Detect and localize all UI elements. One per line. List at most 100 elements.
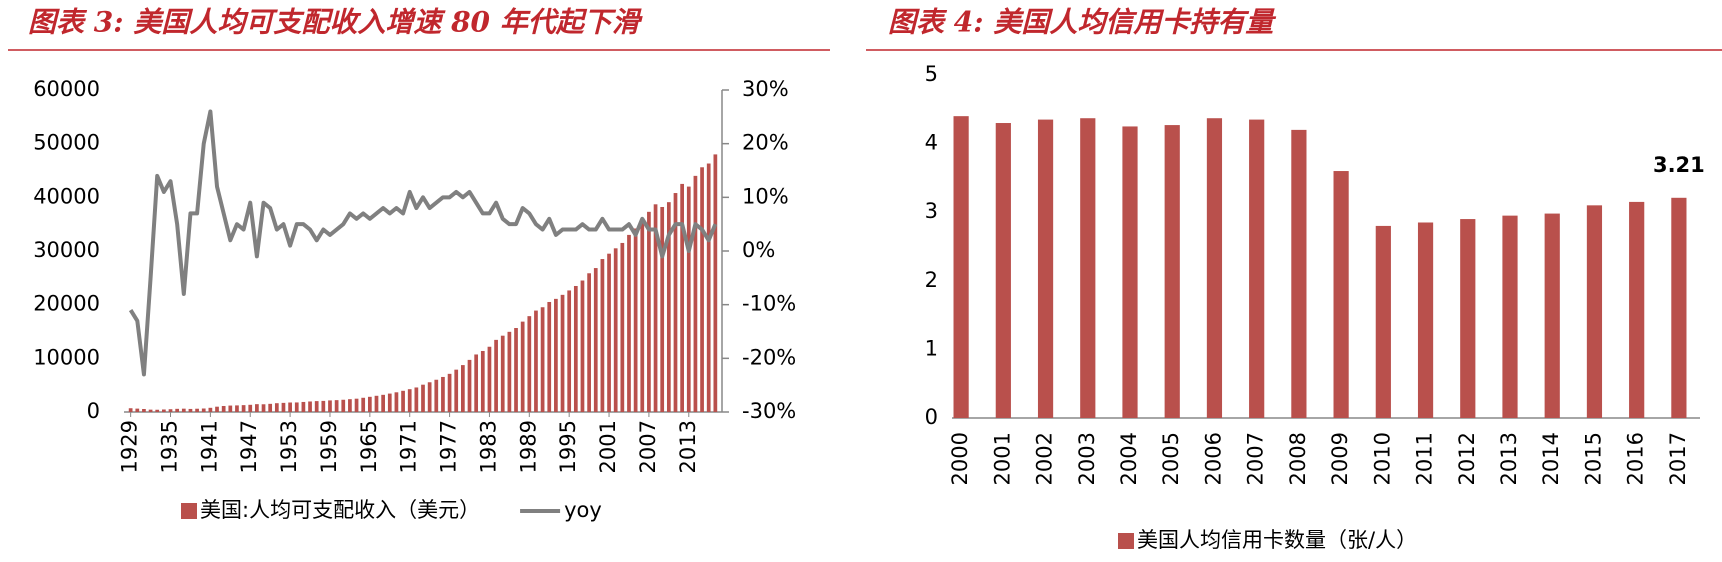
bar <box>208 407 213 412</box>
bar <box>255 404 259 412</box>
bar <box>195 408 199 412</box>
bar <box>175 408 180 412</box>
x-tick-label: 2016 <box>1624 432 1648 485</box>
x-tick-label: 2001 <box>990 432 1014 485</box>
x-tick-label: 2007 <box>1244 432 1268 485</box>
x-tick-label: 2012 <box>1455 432 1479 485</box>
bar <box>1375 225 1391 418</box>
x-tick-label: 2001 <box>596 420 620 473</box>
bar <box>1164 125 1180 418</box>
y-tick-label: 10000 <box>33 345 100 369</box>
bar <box>467 359 472 412</box>
bar <box>341 399 346 412</box>
bar <box>1460 219 1476 418</box>
bar <box>142 408 146 412</box>
bar <box>461 365 465 412</box>
bar <box>706 163 711 412</box>
bar <box>128 408 133 412</box>
bar <box>1037 119 1054 418</box>
bar <box>600 259 605 412</box>
bar <box>693 175 698 412</box>
y-tick-label: 40000 <box>33 184 100 208</box>
y2-tick-label: -30% <box>742 399 796 423</box>
bar <box>713 154 718 412</box>
bar <box>1502 215 1518 418</box>
bar <box>680 183 684 412</box>
bar <box>361 397 366 412</box>
bar <box>587 273 591 412</box>
y-tick-label: 1 <box>925 336 938 360</box>
bar <box>328 400 332 412</box>
bar <box>640 219 645 412</box>
bar <box>520 321 525 412</box>
bar <box>534 310 538 412</box>
bar <box>374 395 379 412</box>
bar <box>155 409 160 412</box>
legend-swatch <box>1118 533 1134 549</box>
x-tick-label: 2007 <box>636 420 660 473</box>
x-tick-label: 1953 <box>277 420 301 473</box>
bar <box>514 328 518 412</box>
bar <box>308 401 312 412</box>
x-tick-label: 2009 <box>1328 432 1352 485</box>
bar <box>540 307 545 412</box>
bar <box>454 369 459 412</box>
bar <box>666 202 671 412</box>
bar <box>647 211 651 412</box>
y-tick-label: 50000 <box>33 131 100 155</box>
y-tick-label: 3 <box>925 199 938 223</box>
x-tick-label: 2000 <box>948 432 972 485</box>
bar <box>281 402 286 412</box>
x-tick-label: 2011 <box>1413 432 1437 485</box>
bar <box>686 186 691 412</box>
x-tick-label: 1971 <box>397 420 421 473</box>
bar <box>554 298 558 412</box>
bar <box>248 404 253 412</box>
bar <box>228 405 233 412</box>
bar <box>995 123 1011 419</box>
bar <box>1206 118 1223 418</box>
bar <box>321 400 326 412</box>
x-tick-label: 2013 <box>1497 432 1521 485</box>
x-tick-label: 1947 <box>237 420 261 473</box>
x-tick-label: 1935 <box>158 420 182 473</box>
bar <box>401 390 405 412</box>
x-tick-label: 2010 <box>1370 432 1394 485</box>
bar <box>441 376 445 412</box>
line <box>128 109 718 377</box>
x-tick-label: 2002 <box>1033 432 1057 485</box>
bar <box>215 406 219 412</box>
bar <box>494 339 498 412</box>
y-tick-label: 60000 <box>33 77 100 101</box>
x-tick-label: 2006 <box>1201 432 1225 485</box>
bar <box>474 354 479 412</box>
bar <box>700 167 704 412</box>
bar <box>235 405 239 412</box>
bar <box>1291 129 1307 418</box>
bar <box>427 382 432 412</box>
bar <box>1333 171 1349 418</box>
x-tick-label: 1941 <box>197 420 221 473</box>
bar <box>1080 118 1096 418</box>
x-tick-label: 1989 <box>516 420 540 473</box>
x-tick-label: 2004 <box>1117 432 1141 485</box>
x-tick-label: 2013 <box>676 420 700 473</box>
y2-tick-label: -20% <box>742 345 796 369</box>
bar <box>334 400 339 412</box>
bar <box>348 399 352 412</box>
bar <box>487 346 492 412</box>
bar <box>1544 213 1560 418</box>
x-tick-label: 1965 <box>357 420 381 473</box>
bar <box>1417 222 1434 418</box>
x-tick-label: 2008 <box>1286 432 1310 485</box>
x-tick-label: 1995 <box>556 420 580 473</box>
bar <box>314 401 319 412</box>
bar <box>294 402 299 412</box>
bar <box>201 408 206 412</box>
y-tick-label: 4 <box>925 131 938 155</box>
bar <box>367 396 372 412</box>
x-tick-label: 2014 <box>1539 432 1563 485</box>
bar <box>1671 197 1687 418</box>
bar <box>434 379 439 412</box>
